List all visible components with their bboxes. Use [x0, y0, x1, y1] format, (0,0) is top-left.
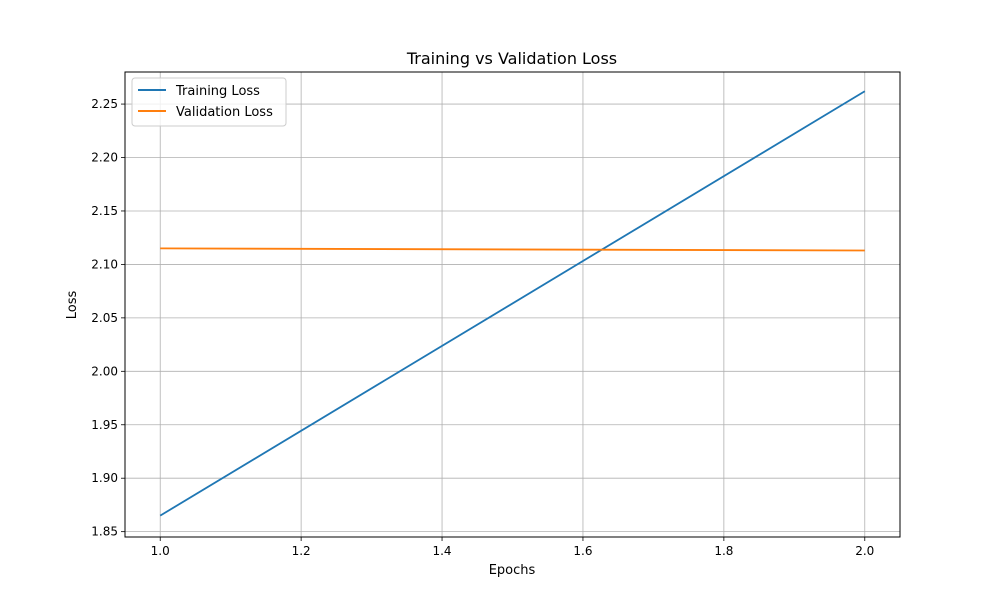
y-tick-label: 1.85 [91, 525, 118, 539]
legend-label-validation: Validation Loss [176, 105, 273, 120]
chart-title: Training vs Validation Loss [406, 49, 617, 68]
x-tick-label: 1.8 [714, 544, 733, 558]
y-axis-ticks: 1.85 1.90 1.95 2.00 2.05 2.10 2.15 2.20 2.25 [91, 97, 125, 539]
y-tick-label: 2.25 [91, 97, 118, 111]
y-axis-label: Loss [65, 291, 80, 320]
x-tick-label: 1.2 [292, 544, 311, 558]
x-tick-label: 2.0 [855, 544, 874, 558]
x-tick-label: 1.0 [151, 544, 170, 558]
y-tick-label: 2.00 [91, 364, 118, 378]
plot-area-frame [124, 71, 901, 538]
y-tick-label: 2.15 [91, 204, 118, 218]
x-tick-label: 1.6 [573, 544, 592, 558]
legend-label-training: Training Loss [175, 84, 260, 99]
x-tick-label: 1.4 [432, 544, 451, 558]
legend: Training Loss Validation Loss [131, 77, 287, 127]
y-tick-label: 2.10 [91, 257, 118, 271]
y-tick-label: 1.95 [91, 418, 118, 432]
y-tick-label: 1.90 [91, 471, 118, 485]
series-line-training-loss [159, 90, 866, 517]
series-line-validation-loss [160, 247, 865, 252]
y-tick-label: 2.20 [91, 151, 118, 165]
series-lines [159, 90, 866, 517]
x-axis-ticks: 1.0 1.2 1.4 1.6 1.8 2.0 [151, 537, 874, 558]
grid [125, 72, 900, 537]
x-axis-label: Epochs [489, 563, 536, 578]
y-tick-label: 2.05 [91, 311, 118, 325]
legend-box [131, 77, 287, 127]
